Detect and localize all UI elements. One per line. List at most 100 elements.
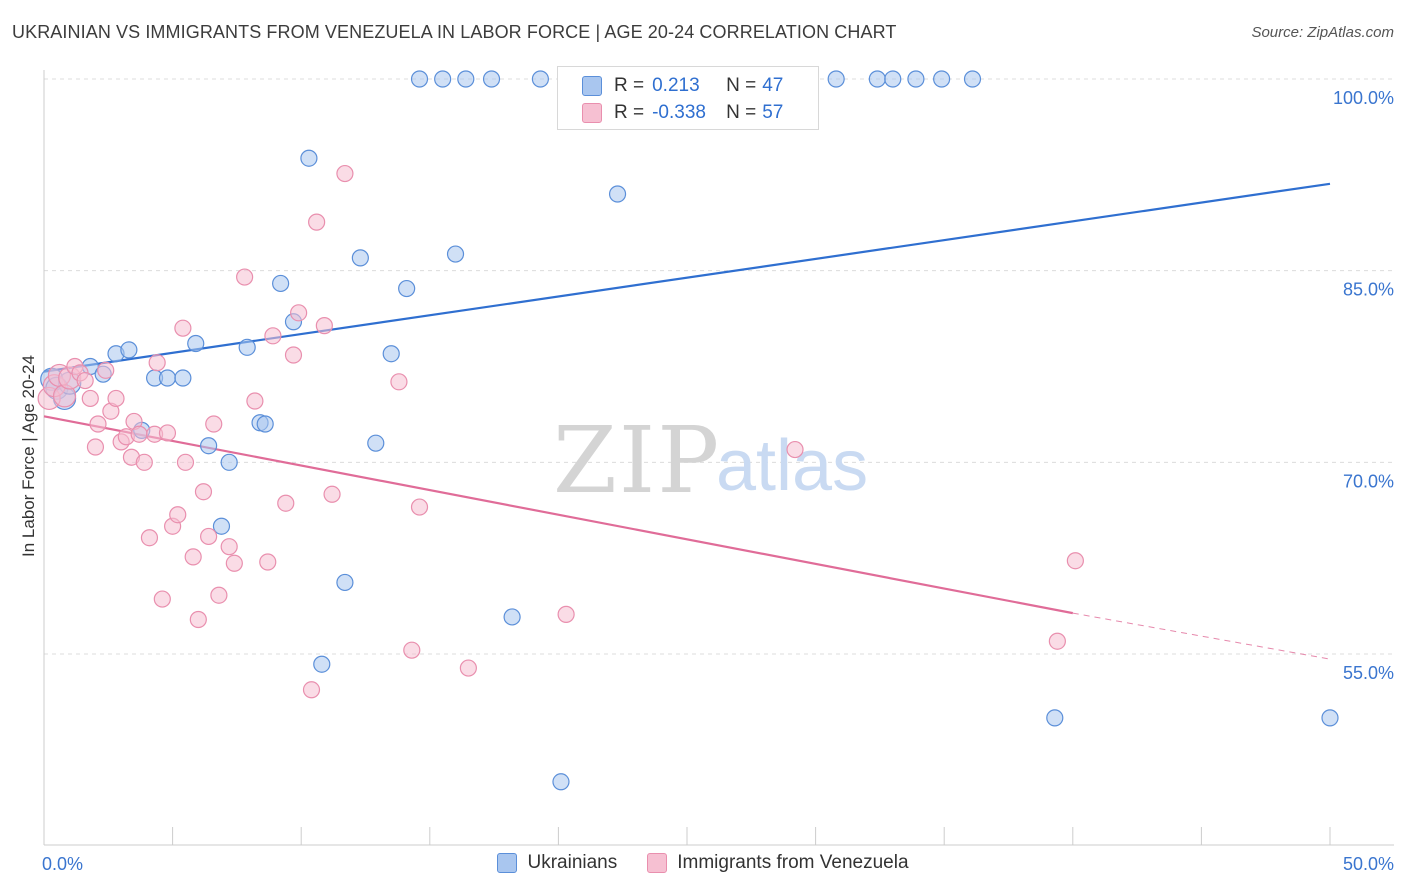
point-ukrainians (300, 149, 318, 167)
point-ukrainians (351, 249, 369, 267)
grid-lines (44, 78, 1394, 655)
legend-item-ukrainians[interactable]: Ukrainians (497, 852, 617, 874)
point-ukrainians (238, 338, 256, 356)
point-venezuela (246, 392, 264, 410)
venezuela-swatch (647, 853, 668, 873)
point-venezuela (1066, 552, 1084, 570)
point-venezuela (107, 389, 125, 408)
point-venezuela (390, 373, 408, 391)
point-ukrainians (531, 70, 549, 88)
point-venezuela (323, 485, 341, 503)
point-ukrainians (552, 773, 570, 791)
point-ukrainians (158, 369, 177, 387)
point-venezuela (130, 425, 148, 443)
point-venezuela (290, 304, 308, 322)
legend-item-venezuela[interactable]: Immigrants from Venezuela (647, 852, 909, 874)
point-venezuela (148, 354, 166, 372)
point-ukrainians (382, 345, 400, 363)
point-ukrainians (212, 517, 231, 535)
point-venezuela (153, 590, 171, 608)
chart-title: UKRAINIAN VS IMMIGRANTS FROM VENEZUELA I… (12, 22, 897, 42)
point-ukrainians (187, 334, 205, 353)
point-ukrainians (482, 70, 501, 88)
point-venezuela (176, 453, 195, 471)
point-ukrainians (398, 279, 416, 298)
legend-label-venezuela: Immigrants from Venezuela (677, 852, 909, 873)
point-venezuela (158, 424, 177, 442)
point-venezuela (200, 527, 218, 546)
point-venezuela (169, 506, 187, 524)
point-venezuela (205, 415, 223, 433)
bottom-legend: Ukrainians Immigrants from Venezuela (0, 852, 1406, 874)
point-ukrainians (313, 655, 331, 673)
x-tick-label: 0.0% (42, 854, 83, 874)
point-ukrainians (884, 70, 902, 88)
point-venezuela (277, 494, 295, 512)
stats-r-value: 0.213 (652, 75, 700, 96)
point-venezuela (1048, 632, 1066, 650)
point-venezuela (336, 164, 354, 183)
point-venezuela (86, 438, 105, 456)
point-venezuela (89, 415, 107, 433)
point-ukrainians (868, 70, 886, 88)
point-ukrainians (367, 434, 385, 452)
point-ukrainians (174, 369, 192, 387)
point-ukrainians (200, 437, 218, 455)
tick-labels: 55.0% 70.0% 85.0% 100.0% 0.0% 50.0% (42, 88, 1394, 874)
point-ukrainians (446, 245, 465, 263)
point-venezuela (403, 641, 421, 659)
point-venezuela (81, 389, 99, 408)
stats-r-value: -0.338 (652, 102, 706, 123)
point-venezuela (225, 554, 243, 572)
stats-r-label: R = (614, 75, 645, 96)
point-venezuela (786, 440, 804, 459)
point-venezuela (76, 371, 94, 390)
point-ukrainians (336, 573, 354, 592)
point-venezuela (308, 213, 326, 231)
point-ukrainians (256, 415, 274, 433)
y-tick-label: 85.0% (1343, 280, 1394, 300)
point-ukrainians (220, 453, 238, 471)
stats-row-venezuela: R = -0.338 N = 57 (582, 100, 783, 126)
watermark-atlas: atlas (716, 426, 868, 506)
stats-n-label: N = (726, 75, 757, 96)
point-venezuela (459, 659, 477, 677)
y-tick-label: 70.0% (1343, 471, 1394, 491)
legend-label-ukrainians: Ukrainians (527, 852, 618, 873)
point-ukrainians (608, 185, 627, 203)
ukrainians-swatch (497, 853, 518, 873)
axes (43, 70, 1394, 846)
point-venezuela (189, 610, 207, 629)
point-venezuela (259, 553, 277, 571)
point-ukrainians (963, 70, 982, 88)
point-ukrainians (410, 70, 429, 88)
trend-line-extension-1 (1072, 612, 1331, 660)
point-venezuela (236, 268, 254, 286)
point-venezuela (135, 453, 153, 471)
point-ukrainians (272, 274, 290, 293)
source-label: Source: ZipAtlas.com (1251, 24, 1394, 41)
point-ukrainians (1321, 709, 1339, 727)
point-venezuela (194, 483, 213, 501)
point-venezuela (140, 529, 159, 547)
point-ukrainians (907, 70, 925, 88)
point-venezuela (557, 605, 575, 623)
stats-legend: R = 0.213 N = 47 R = -0.338 N = 57 (557, 66, 819, 130)
stats-n-value: 57 (762, 102, 784, 123)
stats-n-label: N = (726, 102, 757, 123)
point-venezuela (210, 586, 228, 604)
point-venezuela (97, 361, 115, 379)
point-ukrainians (457, 70, 475, 88)
stats-n-value: 47 (762, 75, 784, 96)
point-venezuela (264, 327, 282, 345)
point-venezuela (410, 498, 429, 516)
y-axis-label: In Labor Force | Age 20-24 (19, 355, 38, 557)
x-tick-label: 50.0% (1343, 854, 1394, 874)
watermark: ZIP atlas (553, 407, 868, 514)
point-ukrainians (434, 70, 452, 88)
point-venezuela (184, 548, 202, 566)
watermark-zip: ZIP (553, 407, 721, 514)
y-tick-label: 100.0% (1333, 88, 1394, 108)
point-ukrainians (933, 70, 951, 88)
